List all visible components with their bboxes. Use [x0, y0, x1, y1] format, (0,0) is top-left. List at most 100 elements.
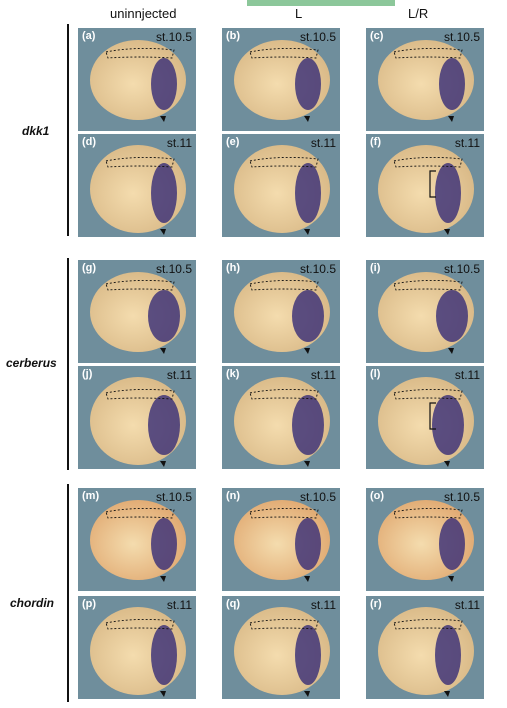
stain-region	[439, 518, 465, 570]
bracket	[429, 402, 436, 430]
stain-region	[295, 625, 321, 685]
panel-label: (r)	[370, 598, 382, 610]
arrowhead	[444, 229, 450, 235]
arrowhead	[448, 576, 454, 582]
dorsal-outline	[393, 388, 463, 400]
group-label-dkk1: dkk1	[22, 124, 50, 138]
stage-label: st.10.5	[155, 30, 192, 44]
column-header-lr: L/R	[408, 6, 429, 21]
embryo-panel: (n) st.10.5	[222, 488, 340, 591]
stage-label: st.10.5	[443, 262, 480, 276]
dorsal-outline	[249, 618, 319, 630]
panel-label: (j)	[82, 368, 93, 380]
arrowhead	[160, 691, 166, 697]
stain-region	[151, 163, 177, 223]
embryo-panel: (l) st.11	[366, 366, 484, 469]
arrowhead	[444, 461, 450, 467]
stage-label: st.11	[310, 368, 336, 382]
group-label-chordin: chordin	[10, 596, 54, 610]
embryo-panel: (f) st.11	[366, 134, 484, 237]
stain-region	[295, 163, 321, 223]
stage-label: st.11	[310, 598, 336, 612]
embryo-panel: (b) st.10.5	[222, 28, 340, 131]
dorsal-outline	[393, 47, 463, 59]
dorsal-outline	[393, 618, 463, 630]
arrowhead	[304, 576, 310, 582]
stain-region	[292, 290, 324, 342]
arrowhead	[304, 229, 310, 235]
stain-region	[151, 518, 177, 570]
stain-region	[435, 625, 461, 685]
panel-label: (c)	[370, 30, 384, 42]
panel-label: (f)	[370, 136, 381, 148]
stage-label: st.11	[166, 368, 192, 382]
dorsal-outline	[105, 47, 175, 59]
stage-label: st.10.5	[299, 490, 336, 504]
dorsal-outline	[249, 279, 319, 291]
dorsal-outline	[105, 156, 175, 168]
dorsal-outline	[393, 507, 463, 519]
column-header-uninjected: uninnjected	[110, 6, 177, 21]
stage-label: st.10.5	[443, 30, 480, 44]
embryo-panel: (q) st.11	[222, 596, 340, 699]
dorsal-outline	[249, 507, 319, 519]
embryo-panel: (j) st.11	[78, 366, 196, 469]
arrowhead	[304, 691, 310, 697]
embryo-panel: (p) st.11	[78, 596, 196, 699]
stain-region	[436, 290, 468, 342]
embryo-panel: (e) st.11	[222, 134, 340, 237]
arrowhead	[304, 461, 310, 467]
panel-label: (l)	[370, 368, 381, 380]
stain-region	[148, 395, 180, 455]
stage-label: st.11	[310, 136, 336, 150]
arrowhead	[448, 116, 454, 122]
stage-label: st.10.5	[443, 490, 480, 504]
panel-label: (h)	[226, 262, 241, 274]
dorsal-outline	[393, 156, 463, 168]
dorsal-outline	[249, 47, 319, 59]
stage-label: st.11	[454, 136, 480, 150]
embryo-panel: (a) st.10.5	[78, 28, 196, 131]
dorsal-outline	[105, 388, 175, 400]
arrowhead	[160, 461, 166, 467]
stage-label: st.10.5	[155, 262, 192, 276]
embryo-panel: (k) st.11	[222, 366, 340, 469]
arrowhead	[160, 576, 166, 582]
dorsal-outline	[105, 507, 175, 519]
arrowhead	[160, 348, 166, 354]
stain-region	[151, 625, 177, 685]
panel-label: (k)	[226, 368, 240, 380]
dorsal-outline	[105, 618, 175, 630]
panel-label: (d)	[82, 136, 97, 148]
bracket	[429, 170, 436, 198]
stage-label: st.10.5	[299, 30, 336, 44]
embryo-panel: (m) st.10.5	[78, 488, 196, 591]
dorsal-outline	[249, 388, 319, 400]
dorsal-outline	[105, 279, 175, 291]
stain-region	[295, 518, 321, 570]
panel-label: (p)	[82, 598, 97, 610]
arrowhead	[444, 691, 450, 697]
dorsal-outline	[393, 279, 463, 291]
panel-label: (q)	[226, 598, 241, 610]
group-line-chordin	[67, 484, 69, 702]
arrowhead	[448, 348, 454, 354]
stage-label: st.10.5	[155, 490, 192, 504]
top-color-bar	[247, 0, 395, 6]
stage-label: st.11	[166, 598, 192, 612]
group-line-dkk1	[67, 24, 69, 236]
embryo-panel: (o) st.10.5	[366, 488, 484, 591]
embryo-panel: (d) st.11	[78, 134, 196, 237]
embryo-panel: (g) st.10.5	[78, 260, 196, 363]
embryo-panel: (h) st.10.5	[222, 260, 340, 363]
stage-label: st.11	[454, 368, 480, 382]
arrowhead	[160, 116, 166, 122]
stain-region	[295, 58, 321, 110]
stage-label: st.10.5	[299, 262, 336, 276]
panel-label: (o)	[370, 490, 385, 502]
panel-label: (b)	[226, 30, 241, 42]
column-header-l: L	[295, 6, 303, 21]
arrowhead	[304, 348, 310, 354]
stain-region	[148, 290, 180, 342]
stain-region	[439, 58, 465, 110]
